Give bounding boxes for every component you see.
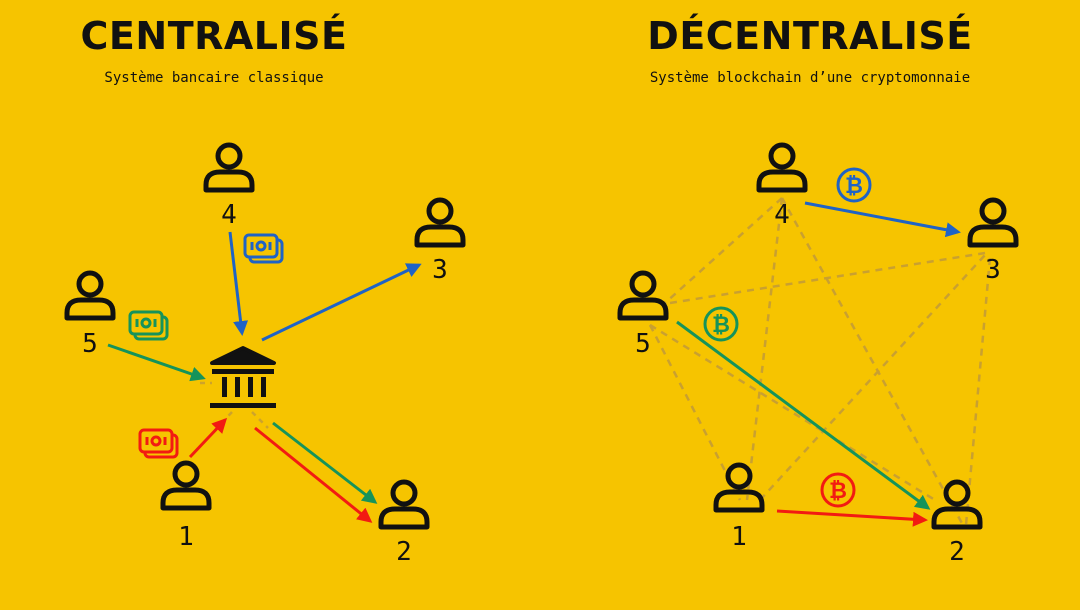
arrow-bank-to-2-red: [254, 426, 373, 523]
user-icon: [381, 482, 427, 527]
arrow-4-to-3: [804, 201, 961, 238]
node-label-2: 2: [949, 537, 965, 567]
arrow-1-to-bank: [188, 417, 228, 459]
user-icon: [163, 463, 209, 508]
centralized-title: CENTRALISÉ: [80, 14, 348, 58]
arrow-5-to-bank: [107, 343, 206, 382]
cash-icon: [243, 233, 284, 264]
node-label-1: 1: [731, 522, 747, 552]
node-label-5: 5: [82, 329, 98, 359]
cash-icon: [138, 428, 179, 459]
user-icon: [970, 200, 1016, 245]
arrow-4-to-bank: [228, 231, 249, 336]
svg-text:₿: ₿: [845, 174, 863, 199]
node-label-3: 3: [432, 255, 448, 285]
node-label-2: 2: [396, 537, 412, 567]
node-label-3: 3: [985, 255, 1001, 285]
arrow-bank-to-2-green: [272, 421, 378, 504]
user-icon: [67, 273, 113, 318]
arrow-bank-to-3: [261, 263, 422, 342]
user-icon: [417, 200, 463, 245]
bitcoin-icon: ₿: [836, 167, 872, 203]
node-label-4: 4: [221, 200, 237, 230]
bitcoin-icon: ₿: [820, 472, 856, 508]
user-icon: [759, 145, 805, 190]
arrow-5-to-2: [676, 320, 931, 510]
svg-text:₿: ₿: [712, 313, 730, 338]
centralized-subtitle: Système bancaire classique: [104, 70, 324, 86]
user-icon: [206, 145, 252, 190]
user-icon: [934, 482, 980, 527]
cash-icon: [128, 310, 169, 341]
user-icon: [620, 273, 666, 318]
user-icon: [716, 465, 762, 510]
decentralized-title: DÉCENTRALISÉ: [647, 14, 973, 58]
decentralized-subtitle: Système blockchain d’une cryptomonnaie: [649, 70, 971, 86]
bank-icon: [210, 346, 276, 408]
peer-mesh: [648, 197, 992, 526]
svg-text:₿: ₿: [829, 479, 847, 504]
bitcoin-icon: ₿: [703, 306, 739, 342]
node-label-5: 5: [635, 329, 651, 359]
arrow-1-to-2: [776, 509, 928, 527]
node-label-1: 1: [178, 522, 194, 552]
node-label-4: 4: [774, 200, 790, 230]
